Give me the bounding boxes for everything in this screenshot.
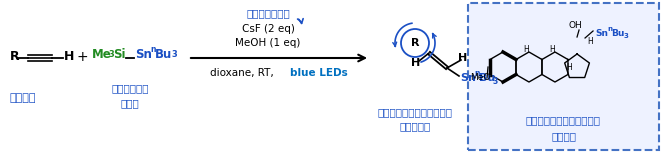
Text: H: H: [549, 45, 555, 54]
Text: Bu: Bu: [611, 28, 624, 37]
Text: +: +: [76, 50, 88, 64]
Text: R: R: [410, 38, 419, 48]
Text: の誘導化: の誘導化: [551, 131, 576, 141]
Text: MeO: MeO: [470, 73, 491, 82]
Text: Bu: Bu: [155, 47, 172, 60]
Text: dioxane, RT,: dioxane, RT,: [210, 68, 277, 78]
Text: CsF (2 eq): CsF (2 eq): [242, 24, 295, 34]
Text: 従来法よりも幅広い化合物: 従来法よりも幅広い化合物: [377, 107, 453, 117]
Text: スズアニオン: スズアニオン: [111, 83, 149, 93]
Text: n: n: [150, 45, 156, 54]
Text: H: H: [411, 58, 420, 68]
Text: Bu: Bu: [479, 73, 495, 83]
Text: 3: 3: [623, 33, 628, 39]
Text: 前駆体: 前駆体: [120, 98, 140, 108]
Text: H: H: [64, 50, 74, 63]
Text: n: n: [474, 69, 479, 78]
Text: n: n: [607, 26, 612, 32]
Text: 3: 3: [493, 76, 498, 86]
Text: フッ化物イオン: フッ化物イオン: [246, 8, 290, 18]
Text: Sn: Sn: [595, 28, 608, 37]
Text: Sn: Sn: [460, 73, 476, 83]
Text: Sn: Sn: [135, 47, 152, 60]
Text: 3: 3: [108, 50, 114, 59]
Text: Me: Me: [92, 47, 112, 60]
Text: に適用可能: に適用可能: [399, 121, 430, 131]
Text: blue LEDs: blue LEDs: [290, 68, 348, 78]
Text: アルキン: アルキン: [10, 93, 36, 103]
Text: OH: OH: [568, 21, 582, 30]
Text: H: H: [587, 37, 593, 45]
Text: 3: 3: [171, 50, 177, 59]
Text: MeOH (1 eq): MeOH (1 eq): [235, 38, 301, 48]
Text: 医薬品（メストラノール）: 医薬品（メストラノール）: [526, 115, 601, 125]
Text: H: H: [523, 45, 529, 54]
Text: H: H: [458, 53, 467, 63]
FancyBboxPatch shape: [468, 3, 659, 150]
Text: H: H: [566, 63, 572, 73]
Text: R: R: [10, 50, 20, 63]
Text: Si: Si: [113, 47, 126, 60]
